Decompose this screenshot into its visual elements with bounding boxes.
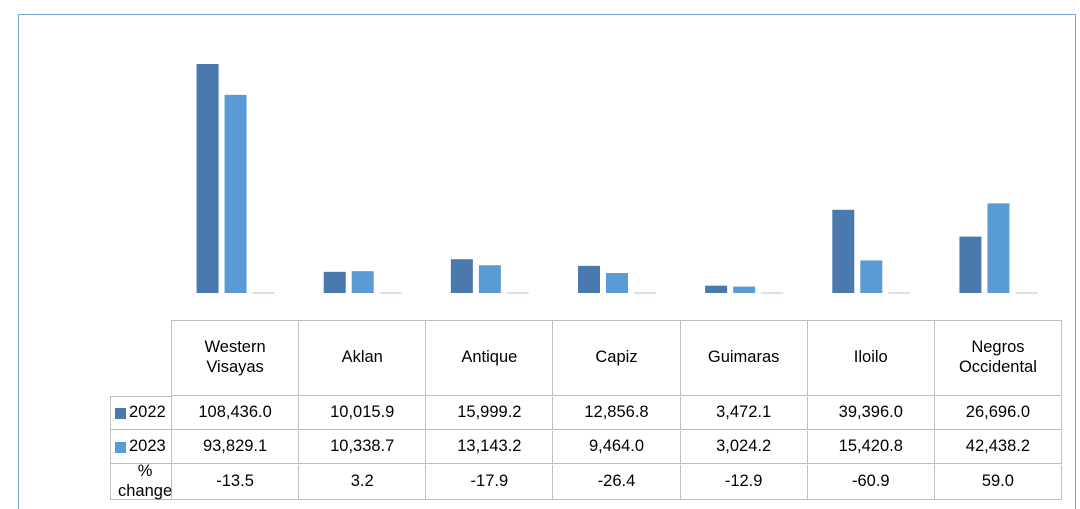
table-border	[171, 320, 1062, 321]
legend-key	[115, 407, 126, 419]
table-value: 39,396.0	[807, 397, 935, 430]
category-label: Capiz	[553, 321, 681, 396]
bar	[832, 209, 855, 293]
bar	[733, 286, 756, 293]
table-value: 13,143.2	[426, 431, 554, 464]
table-value: -26.4	[553, 465, 681, 500]
table-value: 9,464.0	[553, 431, 681, 464]
bar	[252, 292, 275, 294]
table-value: 10,015.9	[299, 397, 427, 430]
bar	[224, 94, 247, 293]
bar	[888, 292, 911, 294]
category-label: Iloilo	[807, 321, 935, 396]
legend-entry: % change	[111, 462, 173, 500]
table-value: -17.9	[426, 465, 554, 500]
bar	[761, 292, 784, 294]
category-label: Negros Occidental	[934, 321, 1062, 396]
bar	[478, 265, 501, 293]
legend-entry: 2022	[111, 397, 172, 430]
table-border	[110, 396, 111, 500]
table-value: -12.9	[680, 465, 808, 500]
legend-key	[115, 441, 126, 453]
legend-entry: 2023	[111, 431, 172, 464]
table-value: 3.2	[299, 465, 427, 500]
table-value: 3,472.1	[680, 397, 808, 430]
legend-label: 2023	[129, 437, 166, 456]
bar	[959, 236, 982, 293]
table-value: 12,856.8	[553, 397, 681, 430]
bar	[578, 265, 600, 293]
table-value: 15,420.8	[807, 431, 935, 464]
table-value: -13.5	[172, 465, 300, 500]
bar	[379, 292, 402, 294]
table-border	[110, 396, 172, 397]
bar	[634, 292, 656, 294]
table-value: 93,829.1	[172, 431, 300, 464]
legend-label: 2022	[129, 403, 166, 422]
bar	[323, 271, 346, 293]
bar	[860, 260, 883, 293]
bar	[506, 292, 529, 294]
bar	[1015, 292, 1038, 294]
category-label: Antique	[426, 321, 554, 396]
bar	[705, 285, 728, 293]
bar	[987, 203, 1010, 293]
table-value: 59.0	[934, 465, 1062, 500]
table-value: 3,024.2	[680, 431, 808, 464]
bar	[351, 271, 374, 293]
category-label: Aklan	[299, 321, 427, 396]
legend-label: % change	[118, 462, 173, 500]
table-value: 26,696.0	[934, 397, 1062, 430]
bar	[196, 64, 219, 293]
table-value: 108,436.0	[172, 397, 300, 430]
table-value: 10,338.7	[299, 431, 427, 464]
bar	[606, 273, 628, 293]
bar	[450, 259, 473, 293]
table-value: 42,438.2	[934, 431, 1062, 464]
category-label: Guimaras	[680, 321, 808, 396]
chart-frame	[18, 14, 1076, 509]
category-label: Western Visayas	[172, 321, 300, 396]
table-value: 15,999.2	[426, 397, 554, 430]
table-value: -60.9	[807, 465, 935, 500]
